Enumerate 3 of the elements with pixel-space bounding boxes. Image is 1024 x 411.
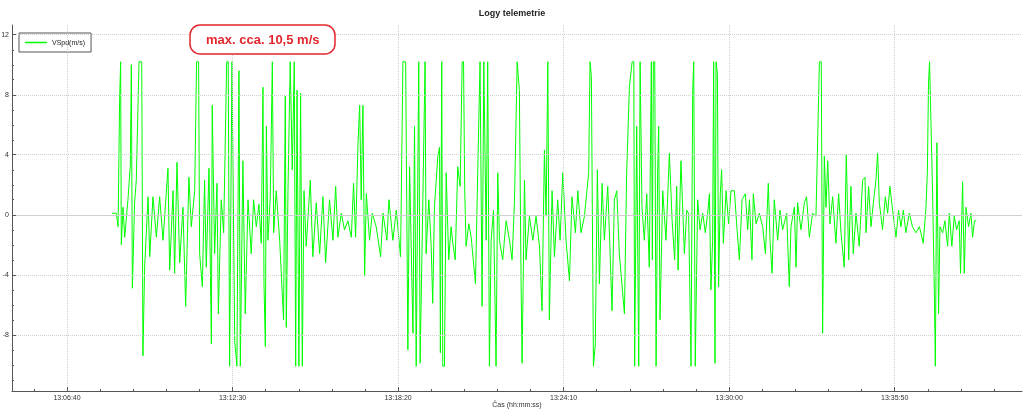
line-series (111, 61, 977, 367)
annotation: max. cca. 10,5 m/s (206, 32, 320, 47)
chart-title: Logy telemetrie (478, 7, 546, 18)
